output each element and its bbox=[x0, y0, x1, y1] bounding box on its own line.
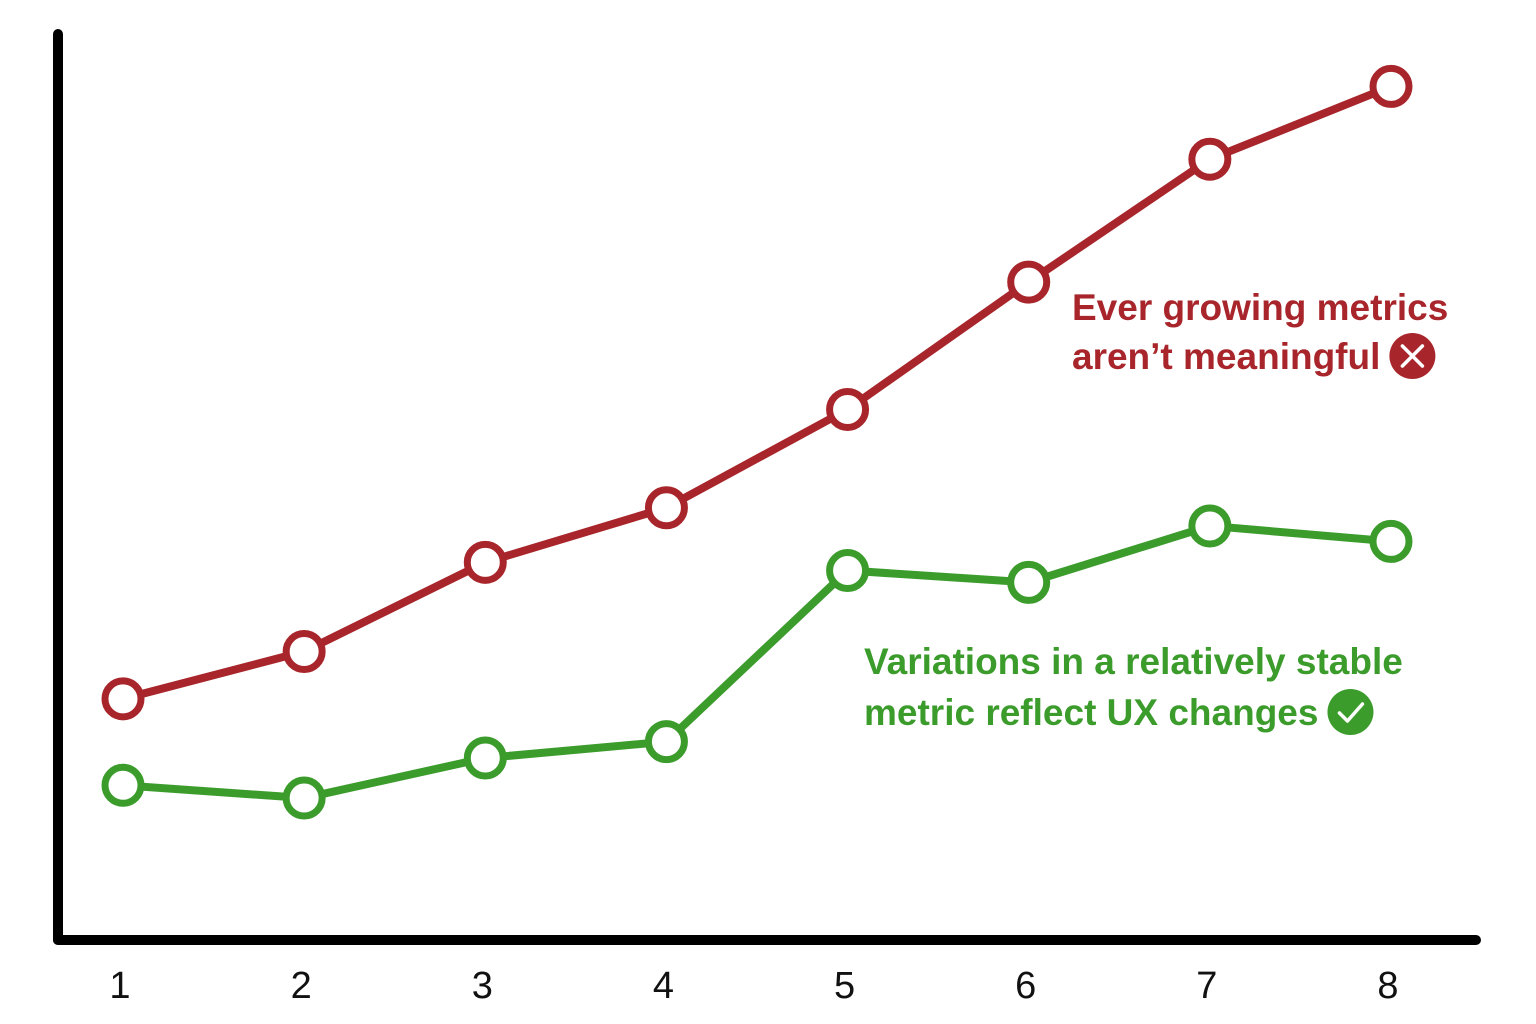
x-tick-label: 5 bbox=[834, 965, 855, 1007]
data-point-growing-7 bbox=[1188, 137, 1232, 181]
data-point-stable-6 bbox=[1007, 560, 1051, 604]
data-point-growing-1 bbox=[101, 677, 145, 721]
annotation-text-line: metric reflect UX changes bbox=[864, 692, 1318, 733]
data-point-stable-5 bbox=[826, 549, 870, 593]
data-point-stable-4 bbox=[644, 720, 688, 764]
annotation-text-line: Ever growing metrics bbox=[1072, 287, 1448, 328]
data-point-growing-5 bbox=[826, 387, 870, 431]
x-tick-label: 8 bbox=[1377, 965, 1398, 1007]
data-point-stable-8 bbox=[1369, 519, 1413, 563]
data-point-growing-2 bbox=[282, 630, 326, 674]
annotation-text-line: Variations in a relatively stable bbox=[864, 641, 1403, 682]
x-tick-labels: 1 2 3 4 5 6 7 8 bbox=[109, 965, 1398, 1007]
series-growing bbox=[101, 64, 1413, 721]
x-tick-label: 3 bbox=[472, 965, 493, 1007]
data-point-growing-8 bbox=[1369, 64, 1413, 108]
data-point-stable-3 bbox=[463, 736, 507, 780]
series-layer bbox=[101, 64, 1413, 820]
x-tick-label: 4 bbox=[653, 965, 674, 1007]
annotation-growing: Ever growing metrics aren’t meaningful bbox=[1072, 287, 1448, 379]
data-point-stable-7 bbox=[1188, 504, 1232, 548]
x-tick-label: 1 bbox=[109, 965, 130, 1007]
series-line-stable bbox=[119, 521, 1395, 803]
check-circle-icon bbox=[1327, 689, 1374, 735]
series-stable bbox=[101, 504, 1413, 820]
data-point-growing-4 bbox=[644, 486, 688, 530]
chart-axes bbox=[53, 29, 1481, 945]
data-point-stable-1 bbox=[101, 763, 145, 807]
x-tick-label: 7 bbox=[1196, 965, 1217, 1007]
annotations: Ever growing metrics aren’t meaningful Var… bbox=[864, 287, 1448, 735]
data-point-growing-6 bbox=[1007, 260, 1051, 304]
x-tick-label: 2 bbox=[291, 965, 312, 1007]
annotation-text-line: aren’t meaningful bbox=[1072, 336, 1380, 377]
annotation-stable: Variations in a relatively stable metric … bbox=[864, 641, 1403, 735]
data-point-growing-3 bbox=[463, 540, 507, 584]
x-tick-label: 6 bbox=[1015, 965, 1036, 1007]
cross-circle-icon bbox=[1389, 333, 1436, 379]
series-line-growing bbox=[119, 82, 1395, 703]
data-point-stable-2 bbox=[282, 776, 326, 820]
